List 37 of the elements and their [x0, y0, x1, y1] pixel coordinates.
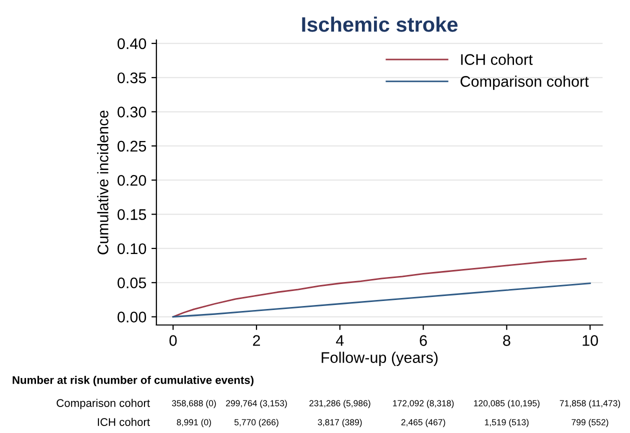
y-tick-label: 0.30 [118, 106, 146, 118]
text: 71,858 (11,473) [560, 400, 620, 408]
legend-label: ICH cohort [461, 54, 533, 65]
text: 3,817 (389) [318, 418, 362, 428]
text: 299,764 (3,153) [226, 400, 287, 408]
y-tick-label: 0.00 [118, 312, 146, 322]
y-tick-label: 0.25 [118, 140, 146, 152]
text: 231,286 (5,986) [309, 400, 370, 408]
y-axis-title: Cumulative incidence [97, 110, 108, 254]
x-tick-label: 4 [336, 335, 344, 346]
text: 172,092 (8,318) [393, 400, 454, 408]
text: 2,465 (467) [401, 418, 446, 428]
x-tick-label: 8 [503, 335, 510, 346]
y-tick-label: 0.10 [118, 243, 146, 254]
text: Number at risk (number of cumulative events) [12, 376, 254, 386]
text: 120,085 (10,195) [474, 400, 540, 408]
legend-label: Comparison cohort [460, 76, 589, 90]
line-series [172, 258, 587, 318]
y-tick-label: 0.15 [118, 209, 146, 220]
x-tick-label: 2 [253, 335, 260, 346]
chart-title: Ischemic stroke [302, 16, 458, 32]
text: Comparison cohort [56, 398, 150, 410]
x-axis-title: Follow-up (years) [322, 352, 438, 366]
text: ICH cohort [98, 418, 150, 426]
x-tick-label: 10 [582, 335, 598, 346]
y-tick-label: 0.20 [118, 174, 146, 186]
y-tick-label: 0.05 [118, 277, 146, 288]
text: 5,770 (266) [234, 418, 278, 428]
text: 799 (552) [572, 418, 608, 428]
x-tick-label: 6 [420, 335, 427, 346]
line-series [172, 282, 591, 318]
text: 8,991 (0) [176, 418, 211, 428]
y-tick-label: 0.40 [118, 38, 146, 50]
x-tick-label: 0 [169, 335, 177, 346]
y-tick-label: 0.35 [118, 72, 146, 84]
text: 1,519 (513) [484, 418, 529, 428]
text: 358,688 (0) [172, 400, 216, 408]
